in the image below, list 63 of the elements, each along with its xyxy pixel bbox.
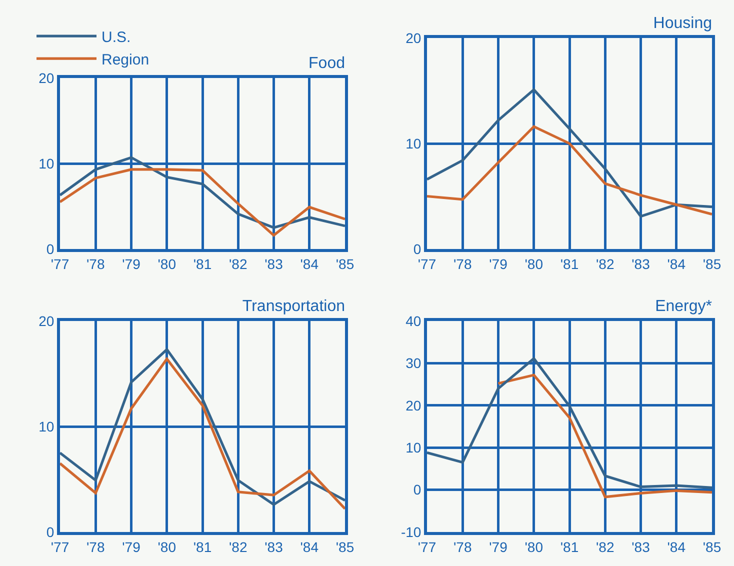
x-tick-label: '82 (229, 256, 248, 272)
x-tick-label: '80 (158, 256, 176, 272)
x-tick-label: '80 (524, 256, 544, 272)
x-tick-label: '82 (596, 538, 614, 555)
y-tick-label: 20 (406, 397, 422, 414)
line-series (496, 374, 712, 498)
line-series (60, 168, 345, 237)
y-tick-label: 10 (38, 155, 54, 172)
x-tick-label: '77 (50, 256, 70, 272)
y-tick-label: 20 (406, 30, 422, 46)
x-tick-label: '78 (86, 538, 105, 555)
y-tick-label: 0 (413, 482, 422, 498)
chart-title: Housing (653, 15, 712, 32)
line-series (427, 88, 712, 218)
y-tick-label: 30 (406, 355, 422, 372)
x-tick-label: '84 (667, 538, 686, 555)
y-tick-label: 10 (38, 418, 54, 434)
line-series (60, 156, 345, 229)
y-tick-label: 20 (38, 70, 54, 86)
x-tick-label: '79 (489, 256, 508, 272)
x-tick-label: '84 (300, 538, 319, 555)
x-tick-label: '85 (702, 256, 722, 272)
y-tick-label: 10 (406, 135, 422, 152)
chart-title: Transportation (242, 298, 345, 315)
x-tick-label: '81 (193, 256, 212, 272)
x-tick-label: '83 (264, 256, 284, 272)
x-tick-label: '78 (454, 256, 472, 272)
x-tick-label: '85 (702, 538, 722, 555)
x-tick-label: '79 (122, 538, 141, 555)
y-tick-label: -10 (400, 524, 422, 540)
y-tick-label: 10 (406, 440, 422, 456)
legend-label: Region (102, 51, 150, 68)
y-tick-label: 40 (406, 312, 422, 329)
x-tick-label: '77 (418, 256, 436, 272)
x-tick-label: '79 (489, 538, 508, 555)
chart-title: Energy* (655, 298, 712, 315)
x-tick-label: '84 (300, 256, 319, 272)
x-tick-label: '85 (336, 256, 354, 272)
x-tick-label: '78 (454, 538, 472, 555)
x-tick-label: '84 (667, 256, 686, 272)
line-series (427, 357, 712, 489)
y-tick-label: 0 (46, 524, 54, 540)
x-tick-label: '81 (560, 256, 579, 272)
y-tick-label: 0 (413, 240, 422, 257)
x-tick-label: '82 (229, 538, 248, 555)
legend-label: U.S. (102, 28, 131, 46)
chart-title: Food (308, 55, 345, 72)
x-tick-label: '81 (560, 538, 579, 555)
x-tick-label: '83 (264, 538, 284, 555)
y-tick-label: 20 (38, 312, 54, 329)
x-tick-label: '82 (596, 256, 614, 272)
x-tick-label: '77 (50, 538, 70, 555)
x-tick-label: '79 (122, 256, 141, 272)
x-tick-label: '83 (632, 538, 650, 555)
x-tick-label: '80 (524, 538, 544, 555)
y-tick-label: 0 (46, 240, 54, 257)
x-tick-label: '77 (418, 538, 436, 555)
x-tick-label: '80 (158, 538, 176, 555)
x-tick-label: '83 (632, 256, 650, 272)
x-tick-label: '78 (86, 256, 105, 272)
x-tick-label: '85 (336, 538, 354, 555)
line-series (427, 125, 712, 216)
x-tick-label: '81 (193, 538, 212, 555)
